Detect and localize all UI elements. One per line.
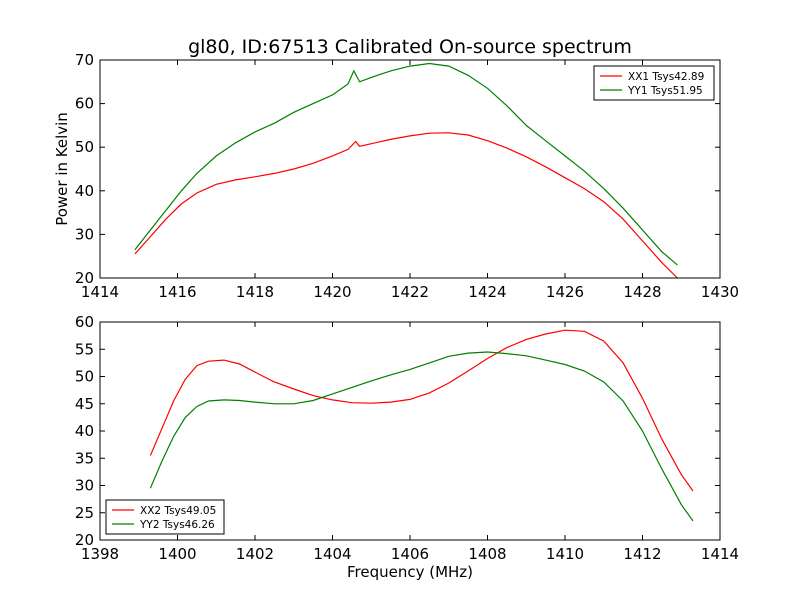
legend-entry: YY2 Tsys46.26 <box>139 519 215 531</box>
x-tick-label: 1430 <box>701 283 739 301</box>
x-axis-label: Frequency (MHz) <box>347 563 473 581</box>
y-tick-label: 45 <box>75 395 94 413</box>
series-line-xx2 <box>149 329 694 492</box>
x-tick-label: 1400 <box>158 545 196 563</box>
y-tick-label: 25 <box>75 504 94 522</box>
y-tick-label: 50 <box>75 138 94 156</box>
legend-entry: XX1 Tsys42.89 <box>628 71 704 83</box>
series-line-xx1 <box>134 132 678 279</box>
x-tick-label: 1412 <box>623 545 661 563</box>
y-tick-label: 60 <box>75 313 94 331</box>
x-tick-label: 1428 <box>623 283 661 301</box>
x-tick-label: 1404 <box>313 545 351 563</box>
x-tick-label: 1420 <box>313 283 351 301</box>
x-tick-label: 1408 <box>468 545 506 563</box>
series-line-yy1 <box>134 62 678 266</box>
legend-box <box>593 65 715 101</box>
y-tick-label: 30 <box>75 225 94 243</box>
x-tick-label: 1416 <box>158 283 196 301</box>
x-tick-label: 1402 <box>236 545 274 563</box>
x-tick-label: 1426 <box>546 283 584 301</box>
x-tick-label: 1398 <box>81 545 119 563</box>
chart-title: gl80, ID:67513 Calibrated On-source spec… <box>188 36 632 58</box>
y-tick-label: 40 <box>75 182 94 200</box>
y-tick-label: 30 <box>75 477 94 495</box>
y-tick-label: 70 <box>75 51 94 69</box>
y-tick-label: 35 <box>75 449 94 467</box>
legend: XX1 Tsys42.89 YY1 Tsys51.95 <box>593 65 715 101</box>
y-axis-label: Power in Kelvin <box>53 112 71 226</box>
legend-box <box>105 499 225 535</box>
y-tick-label: 55 <box>75 340 94 358</box>
y-tick-label: 60 <box>75 95 94 113</box>
legend: XX2 Tsys49.05 YY2 Tsys46.26 <box>105 499 225 535</box>
x-tick-label: 1418 <box>236 283 274 301</box>
y-tick-label: 20 <box>75 531 94 549</box>
top-panel: 1414 1416 1418 1420 1422 1424 1426 1428 1430 20 30… <box>75 51 739 301</box>
bottom-panel: 1398 1400 1402 1404 1406 1408 1410 1412 1414 20 25… <box>75 313 739 563</box>
x-tick-label: 1414 <box>81 283 119 301</box>
x-tick-label: 1410 <box>546 545 584 563</box>
legend-entry: XX2 Tsys49.05 <box>140 505 216 517</box>
series-line-yy2 <box>149 351 694 522</box>
x-tick-label: 1422 <box>391 283 429 301</box>
y-tick-label: 50 <box>75 368 94 386</box>
x-tick-label: 1406 <box>391 545 429 563</box>
y-tick-label: 40 <box>75 422 94 440</box>
y-tick-label: 20 <box>75 269 94 287</box>
legend-entry: YY1 Tsys51.95 <box>627 85 703 97</box>
x-tick-label: 1414 <box>701 545 739 563</box>
x-tick-label: 1424 <box>468 283 506 301</box>
